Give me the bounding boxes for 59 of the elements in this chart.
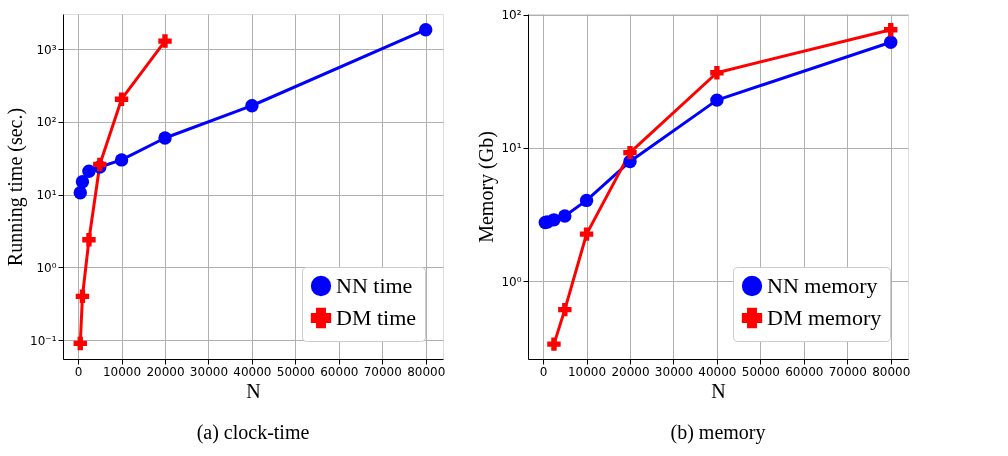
y-tick-label: 10⁰: [501, 274, 522, 289]
x-tick-label: 40000: [233, 364, 272, 379]
point: [158, 34, 172, 48]
x-tick-label: 20000: [146, 364, 185, 379]
point: [710, 66, 724, 80]
x-axis-title: N: [246, 379, 261, 402]
y-tick-label: 10¹: [36, 188, 57, 203]
point: [114, 153, 129, 167]
x-tick-label: 50000: [741, 364, 780, 379]
y-tick-label: 10⁰: [36, 260, 57, 275]
point: [158, 131, 172, 145]
y-tick-label: 10¹: [501, 141, 522, 156]
point: [75, 289, 90, 304]
point: [419, 23, 433, 37]
x-tick-label: 70000: [828, 364, 867, 379]
legend-label: NN memory: [767, 273, 878, 298]
x-axis-title: N: [711, 379, 726, 402]
point: [579, 193, 594, 208]
text: (b) memory: [670, 421, 766, 444]
point: [579, 227, 594, 241]
point: [547, 337, 561, 351]
text: (a) clock-time: [196, 421, 310, 444]
x-tick-label: 60000: [785, 364, 824, 379]
point: [884, 22, 898, 37]
point: [75, 175, 90, 189]
y-tick-label: 10²: [501, 8, 522, 23]
x-tick-label: 20000: [611, 364, 650, 379]
point: [82, 233, 96, 247]
legend-label: DM memory: [767, 305, 882, 330]
x-tick-label: 30000: [189, 364, 229, 379]
point: [73, 186, 87, 200]
point: [710, 93, 724, 107]
x-tick-label: 50000: [276, 364, 315, 379]
x-tick-label: 80000: [407, 364, 446, 379]
y-axis-title: Memory (Gb): [475, 131, 499, 243]
x-tick-label: 80000: [872, 364, 911, 379]
x-tick-label: 60000: [320, 364, 359, 379]
x-tick-label: 40000: [698, 364, 737, 379]
y-tick-label: 10²: [36, 115, 57, 130]
point: [82, 164, 96, 178]
x-tick-label: 30000: [654, 364, 694, 379]
point: [73, 336, 87, 351]
point: [623, 145, 637, 160]
y-tick-label: 10³: [36, 42, 57, 57]
y-axis-title: Running time (sec.): [4, 107, 28, 267]
x-tick-label: 0: [74, 364, 83, 379]
x-tick-label: 10000: [102, 364, 142, 379]
x-tick-label: 70000: [363, 364, 402, 379]
point: [558, 302, 572, 317]
legend-label: NN time: [336, 273, 413, 298]
x-tick-label: 10000: [567, 364, 607, 379]
point: [547, 213, 561, 227]
y-tick-label: 10⁻¹: [30, 333, 57, 348]
point: [558, 209, 572, 223]
point: [245, 98, 259, 113]
legend-label: DM time: [336, 305, 417, 330]
point: [884, 35, 898, 49]
x-tick-label: 0: [539, 364, 548, 379]
point: [114, 92, 129, 106]
